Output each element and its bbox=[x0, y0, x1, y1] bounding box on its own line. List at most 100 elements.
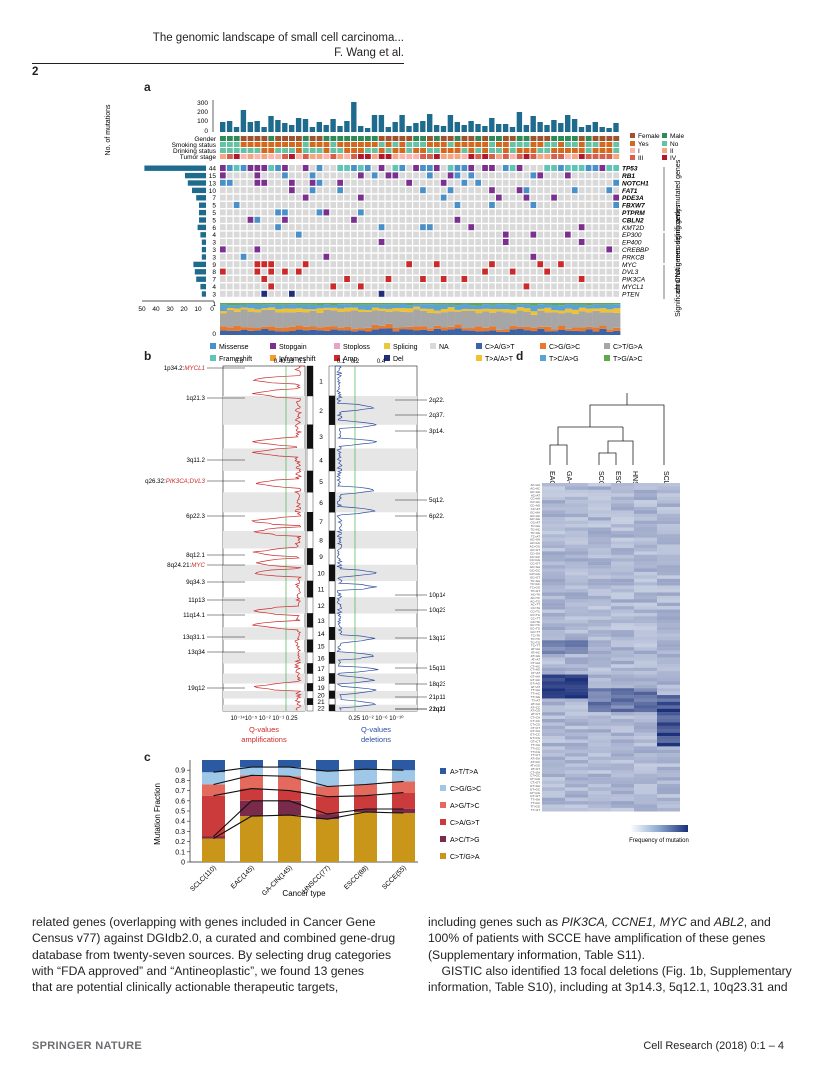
spectrum-segment bbox=[226, 303, 234, 306]
mutation-cell bbox=[571, 268, 578, 275]
heatmap-cell bbox=[542, 650, 565, 655]
heatmap-row-label: TC>AA bbox=[531, 524, 540, 528]
heatmap-cell bbox=[565, 633, 588, 638]
track-label-stage: Tumor stage bbox=[180, 154, 217, 161]
gene-frequency-bar bbox=[201, 239, 206, 245]
mutation-cell bbox=[592, 216, 599, 223]
chromosome-band-del bbox=[335, 396, 417, 425]
mutation-cell bbox=[433, 216, 440, 223]
mutation-cell bbox=[344, 179, 350, 186]
mutation-cell bbox=[523, 253, 530, 260]
mutation-cell bbox=[537, 216, 544, 223]
mutation-cell bbox=[592, 261, 599, 268]
mutation-cell bbox=[544, 194, 550, 201]
clinical-cell bbox=[461, 142, 468, 147]
mutation-cell bbox=[351, 246, 357, 253]
mutation-count-bar bbox=[420, 121, 426, 132]
chromosome-label: 7 bbox=[319, 519, 323, 526]
heatmap-cell bbox=[565, 626, 588, 631]
clinical-cell bbox=[433, 136, 440, 141]
spectrum-segment bbox=[613, 312, 621, 328]
heatmap-cell bbox=[588, 712, 611, 716]
clinical-cell bbox=[309, 148, 316, 153]
clinical-cell bbox=[226, 136, 233, 141]
mutation-cell bbox=[254, 290, 261, 297]
x-tick-label: ESCC(88) bbox=[343, 864, 370, 891]
spectrum-segment bbox=[468, 309, 476, 311]
mutation-cell bbox=[530, 246, 537, 253]
spectrum-segment bbox=[295, 304, 303, 309]
gene-frequency-bar bbox=[194, 269, 206, 275]
mutation-cell bbox=[220, 187, 226, 194]
heatmap-cell bbox=[634, 554, 657, 559]
mutation-cell bbox=[351, 209, 357, 216]
mutation-cell bbox=[289, 239, 295, 245]
ideogram-segment bbox=[306, 470, 314, 493]
ideogram-segment bbox=[306, 690, 314, 699]
mutation-cell bbox=[440, 187, 447, 194]
spectrum-segment bbox=[247, 327, 255, 331]
spectrum-segment bbox=[309, 309, 317, 311]
mutation-cell bbox=[558, 216, 564, 223]
spectrum-segment bbox=[544, 307, 552, 313]
mutation-cell bbox=[220, 202, 226, 208]
legend-label: A>G/T>C bbox=[450, 803, 480, 810]
publisher-logo: SPRINGER NATURE bbox=[32, 1040, 143, 1052]
spectrum-segment bbox=[247, 330, 255, 335]
mutation-cell bbox=[461, 165, 468, 171]
heatmap-cell bbox=[565, 513, 588, 518]
gene-label: DVL3 bbox=[622, 269, 639, 276]
mutation-cell bbox=[330, 253, 337, 260]
heatmap-cell bbox=[634, 701, 657, 706]
mutation-cell bbox=[399, 268, 406, 275]
heatmap-row-label: CC>AG bbox=[530, 504, 541, 508]
bar-segment bbox=[240, 775, 263, 789]
heatmap-cell bbox=[657, 712, 680, 716]
del-region-label: 2q22.1 bbox=[429, 397, 445, 404]
mutation-cell bbox=[392, 224, 399, 231]
heatmap-cell bbox=[588, 626, 611, 631]
spectrum-segment bbox=[613, 308, 621, 313]
spectrum-segment bbox=[496, 309, 504, 312]
mutation-cell bbox=[420, 268, 426, 275]
spectrum-segment bbox=[268, 309, 276, 327]
mutation-cell bbox=[351, 187, 357, 194]
heatmap-cell bbox=[588, 742, 611, 747]
mutation-cell bbox=[571, 231, 578, 238]
heatmap-cell bbox=[565, 729, 588, 733]
spectrum-segment bbox=[247, 303, 255, 309]
heatmap-cell bbox=[565, 602, 588, 607]
spectrum-segment bbox=[261, 326, 269, 329]
heatmap-cell bbox=[634, 643, 657, 648]
chromosome-band-del bbox=[335, 531, 417, 549]
heatmap-cell bbox=[634, 708, 657, 713]
spectrum-segment bbox=[295, 303, 303, 305]
mutation-cell bbox=[530, 261, 537, 268]
clinical-cell bbox=[220, 154, 226, 159]
spectrum-segment bbox=[509, 325, 517, 330]
mutation-cell bbox=[585, 246, 592, 253]
heatmap-row-label: TC>TC bbox=[531, 637, 540, 641]
mutation-cell bbox=[413, 165, 419, 171]
mutation-cell bbox=[254, 187, 261, 194]
mutation-cell bbox=[371, 290, 378, 297]
mutation-cell bbox=[482, 172, 488, 179]
panel-a-oncoplot: No. of mutations 300 200 100 0 Gender Sm… bbox=[105, 100, 684, 338]
heatmap-cell bbox=[565, 749, 588, 754]
clinical-cell bbox=[502, 148, 509, 153]
mutation-cell bbox=[316, 202, 323, 208]
mutation-cell bbox=[537, 224, 544, 231]
series-connector bbox=[213, 811, 404, 839]
mutation-cell bbox=[295, 172, 302, 179]
mutation-cell bbox=[523, 179, 530, 186]
spectrum-segment bbox=[509, 329, 517, 335]
freq-tick: 40 bbox=[152, 306, 160, 313]
heatmap-cell bbox=[611, 763, 634, 768]
spectrum-segment bbox=[392, 327, 400, 332]
gene-count: 15 bbox=[209, 173, 217, 180]
x-axis-label: Cancer type bbox=[282, 889, 326, 898]
spectrum-segment bbox=[316, 303, 324, 305]
mutation-count-bar bbox=[447, 115, 454, 132]
mutation-cell bbox=[420, 261, 426, 268]
spectrum-segment bbox=[413, 330, 421, 335]
